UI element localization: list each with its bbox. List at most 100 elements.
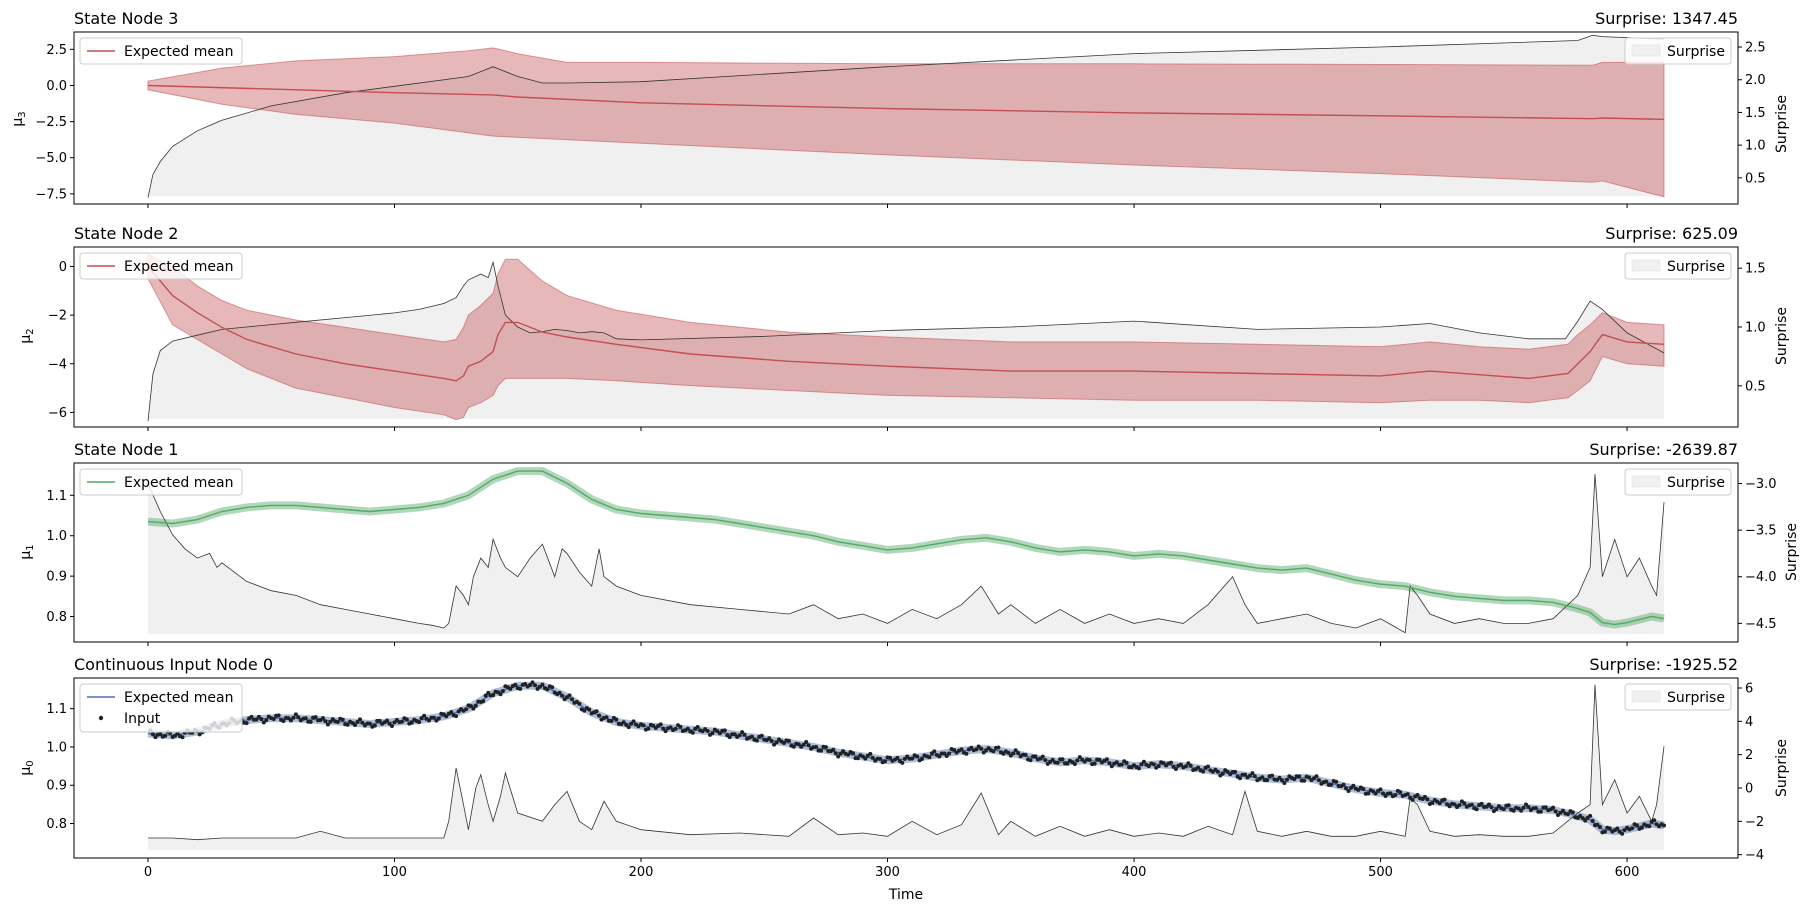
input-point bbox=[1050, 757, 1055, 762]
y-axis-label: μ0 bbox=[18, 760, 36, 775]
input-point bbox=[804, 740, 809, 744]
input-point bbox=[1124, 760, 1129, 765]
input-point bbox=[1161, 761, 1166, 766]
surprise-area bbox=[148, 474, 1664, 634]
input-point bbox=[1183, 764, 1188, 769]
input-point bbox=[1437, 801, 1442, 806]
input-point bbox=[1583, 818, 1588, 823]
input-point bbox=[621, 720, 626, 725]
input-point bbox=[1341, 782, 1346, 787]
legend-surprise-swatch bbox=[1631, 259, 1661, 272]
input-point bbox=[1265, 778, 1270, 783]
y-axis-left: −6 −4 −2 0 bbox=[48, 260, 74, 421]
input-point bbox=[1316, 778, 1321, 783]
legend-surprise-label: Surprise bbox=[1667, 44, 1725, 60]
y-axis-label: μ1 bbox=[18, 544, 36, 559]
input-point bbox=[705, 729, 710, 733]
input-point bbox=[308, 719, 313, 724]
input-point bbox=[1141, 759, 1146, 764]
input-point bbox=[974, 747, 979, 752]
input-point bbox=[587, 707, 592, 712]
input-point bbox=[1430, 801, 1435, 805]
surprise-area bbox=[148, 262, 1664, 422]
input-point bbox=[1087, 758, 1092, 762]
y2-tick-label: 6 bbox=[1745, 682, 1753, 697]
input-point bbox=[1314, 774, 1319, 779]
input-point bbox=[991, 749, 996, 754]
input-point bbox=[937, 754, 942, 759]
input-point bbox=[431, 715, 436, 720]
input-point bbox=[1597, 825, 1602, 829]
y-tick-label: 2.5 bbox=[46, 43, 67, 58]
input-point bbox=[663, 729, 668, 734]
input-point bbox=[323, 719, 328, 724]
input-point bbox=[567, 693, 572, 698]
input-point bbox=[984, 748, 989, 753]
input-point bbox=[1462, 801, 1467, 806]
input-point bbox=[513, 682, 518, 687]
input-point bbox=[1479, 801, 1484, 806]
input-point bbox=[1284, 777, 1289, 782]
y2-axis-label: Surprise bbox=[1774, 95, 1790, 153]
input-point bbox=[518, 686, 523, 691]
input-point bbox=[427, 718, 431, 723]
input-point bbox=[1580, 816, 1585, 821]
input-point bbox=[1511, 808, 1516, 813]
input-point bbox=[769, 739, 774, 743]
input-point bbox=[1590, 819, 1595, 823]
expected-mean-line bbox=[147, 470, 1665, 626]
input-point bbox=[823, 745, 828, 750]
input-point bbox=[1072, 762, 1077, 766]
input-point bbox=[1410, 797, 1415, 802]
y2-tick-label: 1.0 bbox=[1745, 139, 1766, 154]
input-point bbox=[767, 736, 772, 741]
input-point bbox=[1023, 753, 1028, 757]
y2-tick-label: 1.0 bbox=[1745, 321, 1766, 336]
input-point bbox=[1378, 787, 1383, 792]
input-point bbox=[1324, 779, 1329, 784]
input-point bbox=[831, 747, 836, 752]
input-point bbox=[1346, 789, 1351, 793]
y-tick-label: 0.8 bbox=[46, 817, 67, 832]
y-tick-label: −2.5 bbox=[35, 115, 67, 130]
x-axis bbox=[147, 427, 1628, 431]
legend-mean-input: Expected mean Input bbox=[79, 683, 243, 733]
legend-surprise-label: Surprise bbox=[1667, 475, 1725, 491]
x-tick-label: 300 bbox=[875, 865, 900, 880]
plot-area bbox=[73, 462, 1739, 643]
input-point bbox=[150, 732, 155, 737]
y2-axis-label: Surprise bbox=[1784, 523, 1800, 581]
input-point bbox=[1220, 771, 1225, 776]
x-axis bbox=[147, 642, 1628, 646]
input-point bbox=[335, 720, 340, 724]
input-points bbox=[148, 680, 1666, 836]
input-point bbox=[577, 701, 582, 706]
input-point bbox=[658, 722, 663, 727]
input-point bbox=[1279, 778, 1284, 783]
input-point bbox=[1139, 762, 1144, 767]
input-point bbox=[1652, 818, 1657, 823]
legend-input-label: Input bbox=[124, 711, 161, 727]
input-point bbox=[668, 725, 673, 730]
input-point bbox=[1156, 764, 1161, 769]
input-point bbox=[367, 721, 372, 726]
expected-mean-line bbox=[147, 84, 1665, 121]
legend-surprise-swatch bbox=[1631, 690, 1661, 703]
input-point bbox=[444, 714, 449, 719]
input-point bbox=[836, 754, 841, 759]
y-axis-label-sub: 0 bbox=[25, 760, 36, 766]
input-point bbox=[422, 713, 427, 718]
input-point bbox=[759, 733, 764, 738]
input-point bbox=[678, 724, 683, 729]
input-point bbox=[419, 716, 424, 721]
input-point bbox=[1526, 805, 1531, 809]
legend-surprise-label: Surprise bbox=[1667, 259, 1725, 275]
y-tick-label: 0 bbox=[59, 260, 67, 275]
input-point bbox=[560, 693, 565, 698]
input-point bbox=[540, 682, 545, 687]
input-point bbox=[1196, 765, 1201, 770]
panel-surprise-total: Surprise: 625.09 bbox=[1605, 224, 1738, 243]
input-point bbox=[1060, 757, 1065, 762]
legend-mean-label: Expected mean bbox=[124, 690, 233, 706]
expected-mean-line bbox=[147, 266, 1665, 382]
